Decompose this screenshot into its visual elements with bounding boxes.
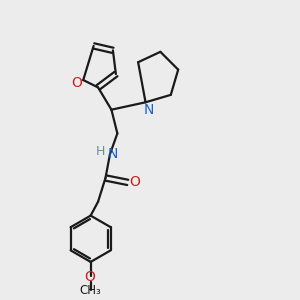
Text: O: O <box>130 176 141 189</box>
Text: O: O <box>85 270 95 284</box>
Text: N: N <box>143 103 154 117</box>
Text: N: N <box>107 147 118 161</box>
Text: H: H <box>96 145 105 158</box>
Text: CH₃: CH₃ <box>80 284 101 297</box>
Text: O: O <box>71 76 82 90</box>
